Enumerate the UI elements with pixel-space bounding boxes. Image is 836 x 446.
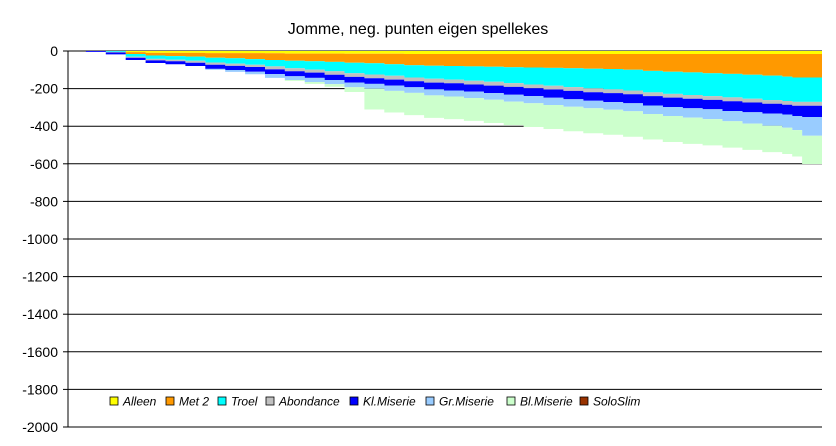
area-alleen (68, 51, 822, 54)
area-kl-miserie (68, 51, 822, 117)
legend: Alleen Met 2 Troel Abondance Kl.Miserie Gr.Mi… (109, 395, 640, 409)
legend-swatch (165, 396, 175, 406)
gridlines (68, 50, 822, 428)
area-met-2 (68, 51, 822, 78)
legend-label: Met 2 (179, 395, 209, 409)
area-abondance (68, 51, 822, 106)
y-tick-label: -1400 (22, 306, 58, 322)
y-tick-label: -600 (30, 156, 58, 172)
legend-swatch (109, 396, 119, 406)
y-tick-label: -800 (30, 193, 58, 209)
chart-title: Jomme, neg. punten eigen spellekes (288, 21, 549, 38)
y-tick-label: 0 (50, 43, 58, 59)
y-tick-label: -1000 (22, 231, 58, 247)
area-bl-miserie (68, 51, 822, 164)
y-tick-label: -1200 (22, 269, 58, 285)
area-gr-miserie (68, 51, 822, 136)
legend-swatch (425, 396, 435, 406)
legend-label: Troel (231, 395, 258, 409)
legend-swatch (579, 396, 589, 406)
legend-swatch (349, 396, 359, 406)
stacked-areas (68, 51, 822, 164)
y-tick-label: -400 (30, 118, 58, 134)
legend-swatch (217, 396, 227, 406)
y-tick-label: -1800 (22, 381, 58, 397)
legend-label: Abondance (278, 395, 340, 409)
area-troel (68, 51, 822, 102)
legend-swatch (265, 396, 275, 406)
legend-label: Kl.Miserie (363, 395, 416, 409)
legend-label: Bl.Miserie (520, 395, 573, 409)
y-tick-label: -200 (30, 81, 58, 97)
legend-label: SoloSlim (593, 395, 640, 409)
y-tick-label: -2000 (22, 419, 58, 435)
y-tick-label: -1600 (22, 344, 58, 360)
y-axis: 0 -200 -400 -600 -800 -1000 -1200 -1400 -1600 -18… (22, 43, 69, 435)
legend-swatch (506, 396, 516, 406)
legend-label: Gr.Miserie (439, 395, 494, 409)
legend-label: Alleen (122, 395, 157, 409)
